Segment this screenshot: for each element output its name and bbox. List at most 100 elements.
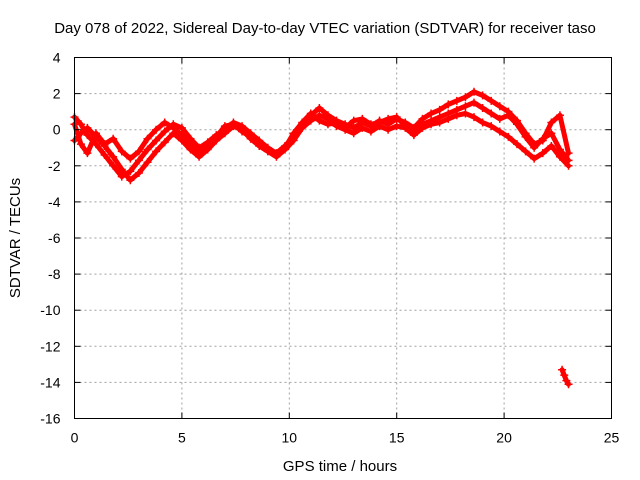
data-point xyxy=(504,111,513,120)
data-point xyxy=(478,91,487,100)
x-tick-label: 10 xyxy=(282,430,298,446)
y-tick-label: -14 xyxy=(40,374,60,390)
data-point xyxy=(478,118,487,127)
data-point xyxy=(435,113,444,122)
data-point xyxy=(195,147,204,156)
data-point xyxy=(512,120,521,129)
data-point xyxy=(495,127,504,136)
data-point xyxy=(134,156,143,165)
data-point xyxy=(186,140,195,149)
data-point xyxy=(521,147,530,156)
x-tick-label: 0 xyxy=(71,430,79,446)
y-axis-label: SDTVAR / TECUs xyxy=(7,178,24,298)
data-series xyxy=(70,87,573,389)
data-point xyxy=(392,122,401,131)
y-tick-label: -8 xyxy=(48,266,61,282)
data-point xyxy=(160,138,169,147)
data-point xyxy=(315,104,324,113)
data-point xyxy=(558,365,567,374)
data-point xyxy=(160,127,169,136)
data-point xyxy=(143,145,152,154)
data-point xyxy=(341,123,350,132)
data-point xyxy=(560,371,569,380)
data-point xyxy=(495,114,504,123)
x-axis-label: GPS time / hours xyxy=(283,458,397,475)
data-point xyxy=(392,113,401,122)
chart-title: Day 078 of 2022, Sidereal Day-to-day VTE… xyxy=(54,20,596,37)
data-point xyxy=(487,109,496,118)
data-point xyxy=(126,176,135,185)
grid xyxy=(74,57,612,419)
data-point xyxy=(418,120,427,129)
data-point xyxy=(306,109,315,118)
data-point xyxy=(487,96,496,105)
data-point xyxy=(100,140,109,149)
data-point xyxy=(470,87,479,96)
data-point xyxy=(143,158,152,167)
data-point xyxy=(547,141,556,150)
data-point xyxy=(470,98,479,107)
data-point xyxy=(281,143,290,152)
data-point xyxy=(547,118,556,127)
y-tick-label: 4 xyxy=(53,50,61,66)
data-point xyxy=(177,123,186,132)
data-point xyxy=(461,109,470,118)
data-point xyxy=(83,123,92,132)
data-point xyxy=(427,109,436,118)
data-point xyxy=(495,102,504,111)
data-point xyxy=(564,380,573,389)
data-point xyxy=(555,145,564,154)
y-tick-label: -12 xyxy=(40,338,60,354)
data-point xyxy=(530,154,539,163)
data-point xyxy=(461,102,470,111)
data-point xyxy=(444,100,453,109)
data-point xyxy=(375,118,384,127)
data-point xyxy=(272,150,281,159)
data-point xyxy=(152,136,161,145)
data-point xyxy=(143,134,152,143)
data-point xyxy=(203,140,212,149)
data-point xyxy=(435,105,444,114)
data-point xyxy=(538,134,547,143)
y-tick-label: -4 xyxy=(48,194,61,210)
data-point xyxy=(152,147,161,156)
data-point xyxy=(238,127,247,136)
series-line xyxy=(559,367,571,387)
data-point xyxy=(323,120,332,129)
data-point xyxy=(109,134,118,143)
x-tick-label: 25 xyxy=(604,430,620,446)
data-point xyxy=(177,131,186,140)
y-tick-label: -10 xyxy=(40,302,60,318)
data-point xyxy=(384,114,393,123)
data-point xyxy=(246,132,255,141)
y-tick-label: -16 xyxy=(40,411,60,427)
y-tick-label: 2 xyxy=(53,86,61,102)
data-point xyxy=(521,132,530,141)
series-trace-c xyxy=(70,98,573,165)
data-point xyxy=(169,123,178,132)
data-point xyxy=(229,120,238,129)
data-point xyxy=(332,118,341,127)
series-trace-d xyxy=(558,365,573,389)
data-point xyxy=(289,129,298,138)
data-point xyxy=(564,156,573,165)
data-point xyxy=(126,167,135,176)
data-point xyxy=(470,113,479,122)
data-point xyxy=(117,147,126,156)
data-point xyxy=(76,140,85,149)
data-point xyxy=(255,140,264,149)
data-point xyxy=(100,150,109,159)
x-tick-label: 5 xyxy=(178,430,186,446)
data-point xyxy=(555,111,564,120)
data-point xyxy=(117,165,126,174)
data-point xyxy=(126,154,135,163)
data-point xyxy=(478,104,487,113)
data-point xyxy=(134,169,143,178)
data-point xyxy=(452,96,461,105)
y-tick-label: -2 xyxy=(48,158,61,174)
data-point xyxy=(358,114,367,123)
data-point xyxy=(134,147,143,156)
data-point xyxy=(530,143,539,152)
data-point xyxy=(349,129,358,138)
